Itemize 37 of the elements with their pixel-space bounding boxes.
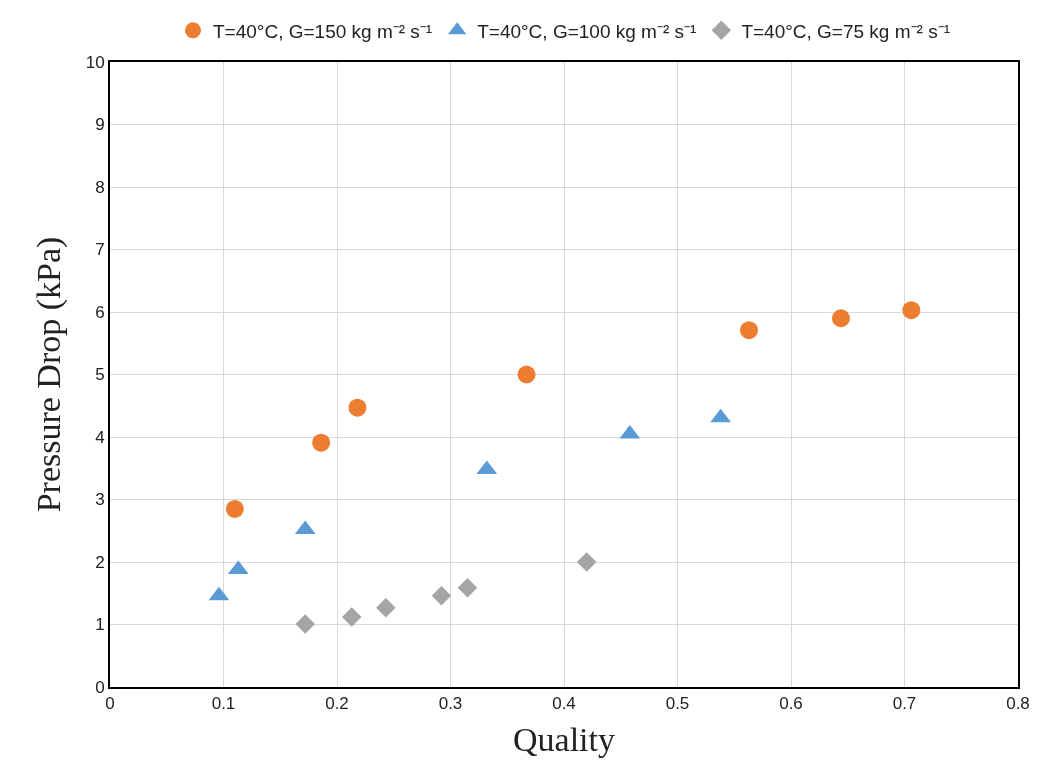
- x-tick-label: 0.5: [665, 694, 690, 714]
- y-tick-label: 7: [95, 240, 105, 260]
- x-tick-label: 0.6: [779, 694, 803, 714]
- y-tick-label: 0: [95, 677, 105, 697]
- point: [431, 586, 452, 606]
- y-tick-label: 10: [85, 52, 105, 72]
- legend-label: T=40°C, G=100 kg m⁻² s⁻¹: [477, 20, 697, 42]
- point: [831, 309, 850, 328]
- x-tick-label: 0.7: [892, 694, 917, 714]
- point: [312, 433, 331, 452]
- y-tick-label: 3: [95, 490, 105, 510]
- legend-label: T=40°C, G=75 kg m⁻² s⁻¹: [741, 20, 950, 42]
- y-axis-title: Pressure Drop (kPa): [29, 236, 68, 513]
- x-tick-label: 0.8: [1006, 694, 1030, 714]
- point: [295, 614, 315, 634]
- x-tick-label: 0.3: [438, 694, 463, 714]
- point: [457, 577, 478, 598]
- legend-label: T=40°C, G=150 kg m⁻² s⁻¹: [213, 20, 433, 42]
- point: [740, 321, 758, 340]
- point: [902, 301, 921, 320]
- y-tick-label: 2: [95, 552, 105, 572]
- y-tick-label: 1: [95, 615, 105, 635]
- point: [376, 597, 396, 618]
- y-tick-label: 8: [95, 177, 105, 197]
- x-tick-label: 0.2: [325, 694, 349, 714]
- y-tick-label: 6: [95, 302, 105, 322]
- x-tick-label: 0.1: [211, 694, 236, 714]
- x-tick-label: 0.4: [552, 694, 576, 714]
- point: [348, 398, 367, 417]
- y-tick-label: 4: [95, 427, 105, 447]
- point: [342, 607, 362, 627]
- y-tick-label: 9: [95, 115, 105, 135]
- point: [225, 499, 244, 518]
- y-tick-label: 5: [95, 365, 105, 385]
- x-axis-title: Quality: [513, 721, 615, 759]
- point: [576, 552, 597, 572]
- point: [517, 365, 536, 384]
